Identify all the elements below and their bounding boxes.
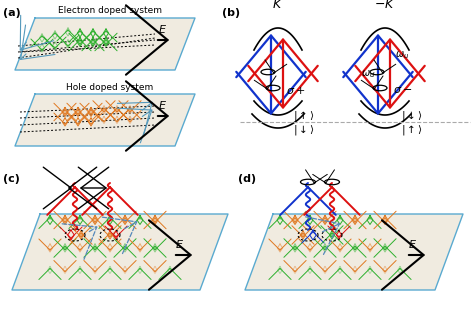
Text: Hole doped system: Hole doped system <box>66 83 154 92</box>
Polygon shape <box>12 214 228 290</box>
Polygon shape <box>15 94 195 146</box>
Text: $\sigma-$: $\sigma-$ <box>393 85 412 95</box>
Polygon shape <box>245 214 463 290</box>
Text: (c): (c) <box>3 174 20 184</box>
Text: $E$: $E$ <box>408 238 417 250</box>
Text: $\omega_d$: $\omega_d$ <box>361 68 375 80</box>
Text: $K$: $K$ <box>273 0 283 11</box>
Text: (a): (a) <box>3 8 21 18</box>
Text: $|{\downarrow}\rangle$: $|{\downarrow}\rangle$ <box>293 123 314 137</box>
Text: (d): (d) <box>238 174 256 184</box>
Text: (b): (b) <box>222 8 240 18</box>
Text: $E$: $E$ <box>175 238 184 250</box>
Text: Electron doped system: Electron doped system <box>58 6 162 15</box>
Text: $E$: $E$ <box>158 99 167 111</box>
Text: $\omega_u$: $\omega_u$ <box>395 49 409 61</box>
Text: $E$: $E$ <box>158 23 167 35</box>
Text: $-K$: $-K$ <box>374 0 396 11</box>
Text: $\sigma+$: $\sigma+$ <box>286 84 305 96</box>
Text: $|{\downarrow}\rangle$: $|{\downarrow}\rangle$ <box>401 109 422 123</box>
Text: $|{\uparrow}\rangle$: $|{\uparrow}\rangle$ <box>293 109 314 123</box>
Text: $|{\uparrow}\rangle$: $|{\uparrow}\rangle$ <box>401 123 422 137</box>
Polygon shape <box>15 18 195 70</box>
